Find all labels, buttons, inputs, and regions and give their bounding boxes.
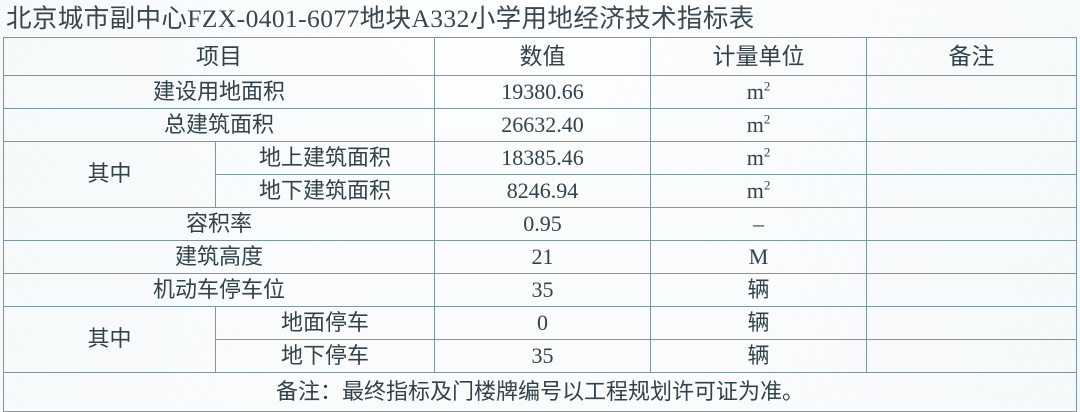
row-label: 机动车停车位 <box>3 273 435 307</box>
row-note <box>866 240 1077 274</box>
row-value: 0.95 <box>434 207 651 241</box>
table-row: 容积率 0.95 – <box>3 207 1077 241</box>
row-group-label: 其中 <box>3 306 216 373</box>
header-value: 数值 <box>434 37 651 76</box>
row-unit: M <box>650 240 867 274</box>
row-note <box>866 306 1077 340</box>
row-value: 35 <box>434 339 651 373</box>
row-sublabel: 地面停车 <box>215 306 435 340</box>
row-value: 0 <box>434 306 651 340</box>
table-row: 地下停车 35 辆 <box>4 339 1077 373</box>
row-value: 26632.40 <box>434 108 651 142</box>
table-row: 建筑高度 21 M <box>3 240 1077 274</box>
table-row: 建设用地面积 19380.66 m2 <box>3 75 1077 109</box>
row-label: 总建筑面积 <box>3 108 435 142</box>
row-unit: 辆 <box>650 273 867 307</box>
header-item: 项目 <box>3 37 435 76</box>
row-unit: 辆 <box>650 339 867 373</box>
table-row: 总建筑面积 26632.40 m2 <box>3 108 1077 142</box>
row-value: 19380.66 <box>434 75 651 109</box>
table-footer-row: 备注：最终指标及门楼牌编号以工程规划许可证为准。 <box>3 372 1077 412</box>
row-note <box>866 174 1077 208</box>
table-header-row: 项目 数值 计量单位 备注 <box>3 37 1077 76</box>
row-note <box>866 75 1077 109</box>
table-row: 机动车停车位 35 辆 <box>3 273 1077 307</box>
row-value: 35 <box>434 273 651 307</box>
page-title: 北京城市副中心FZX-0401-6077地块A332小学用地经济技术指标表 <box>6 4 755 33</box>
table-row: 地下建筑面积 8246.94 m2 <box>4 174 1077 208</box>
footer-note: 备注：最终指标及门楼牌编号以工程规划许可证为准。 <box>3 372 1077 412</box>
row-label: 建设用地面积 <box>3 75 435 109</box>
row-sublabel: 地下停车 <box>215 339 435 373</box>
row-note <box>866 207 1077 241</box>
header-note: 备注 <box>866 37 1077 76</box>
table-row: 其中 地上建筑面积 18385.46 m2 <box>3 141 1077 208</box>
economic-index-table: 项目 数值 计量单位 备注 建设用地面积 19380.66 m2 总建筑面积 2… <box>3 37 1077 412</box>
row-value: 8246.94 <box>434 174 651 208</box>
row-unit: 辆 <box>650 306 867 340</box>
row-unit: – <box>650 207 867 241</box>
table-row: 其中 地面停车 0 辆 <box>3 306 1077 373</box>
row-group-label: 其中 <box>3 141 216 208</box>
header-unit: 计量单位 <box>650 37 867 76</box>
row-value: 18385.46 <box>434 141 651 175</box>
row-note <box>866 339 1077 373</box>
row-note <box>866 108 1077 142</box>
row-note <box>866 273 1077 307</box>
row-label: 建筑高度 <box>3 240 435 274</box>
row-unit: m2 <box>650 108 867 142</box>
row-sublabel: 地下建筑面积 <box>215 174 435 208</box>
row-value: 21 <box>434 240 651 274</box>
row-unit: m2 <box>650 141 867 175</box>
row-sublabel: 地上建筑面积 <box>215 141 435 175</box>
row-label: 容积率 <box>3 207 435 241</box>
row-note <box>866 141 1077 175</box>
row-unit: m2 <box>650 174 867 208</box>
row-unit: m2 <box>650 75 867 109</box>
